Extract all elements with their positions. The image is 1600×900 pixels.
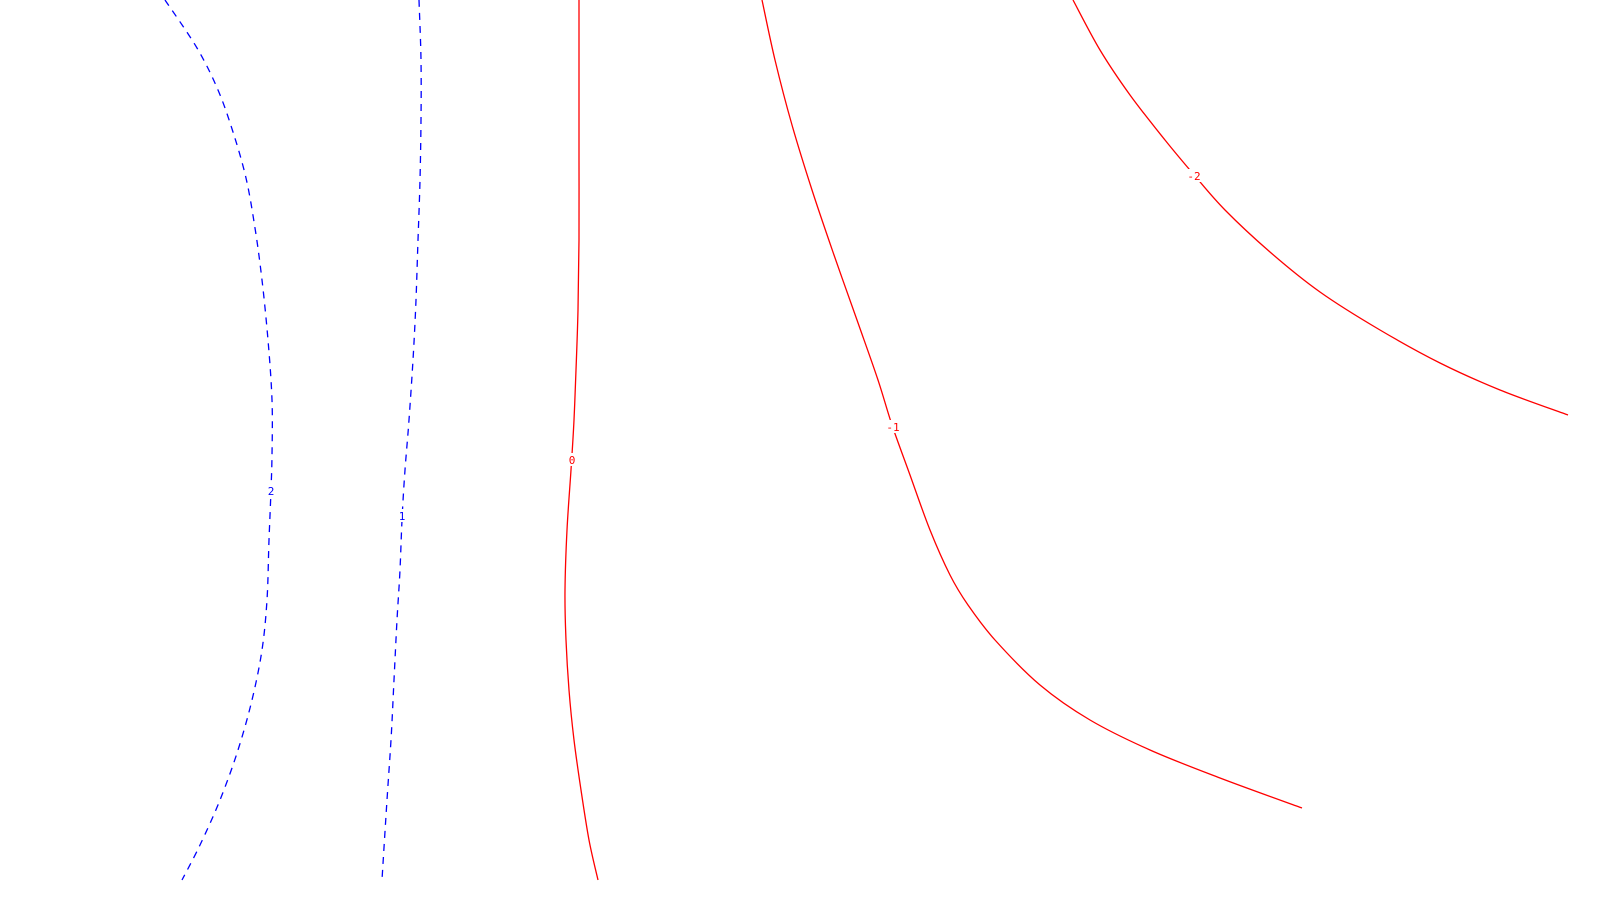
contour-label-level--1: -1 [886,421,899,434]
contour-label-bg [566,453,578,466]
contour-label-bg [884,420,902,433]
contour-line-level--1 [761,0,1303,809]
contour-line-level-1 [381,0,422,881]
contour-line-level-0 [564,0,599,881]
contour-labels: 2 1 0 -1 -2 [265,169,1203,523]
contour-label-level-2: 2 [268,485,275,498]
contour-line-level-2 [164,0,274,881]
contour-label-level--2: -2 [1187,170,1200,183]
contour-line-level--2 [1072,0,1569,416]
contour-label-bg [396,509,408,522]
contour-lines [164,0,1569,881]
contour-label-bg [1185,169,1203,182]
contour-label-level-1: 1 [399,510,406,523]
contour-label-bg [265,484,277,497]
contour-label-level-0: 0 [569,454,576,467]
